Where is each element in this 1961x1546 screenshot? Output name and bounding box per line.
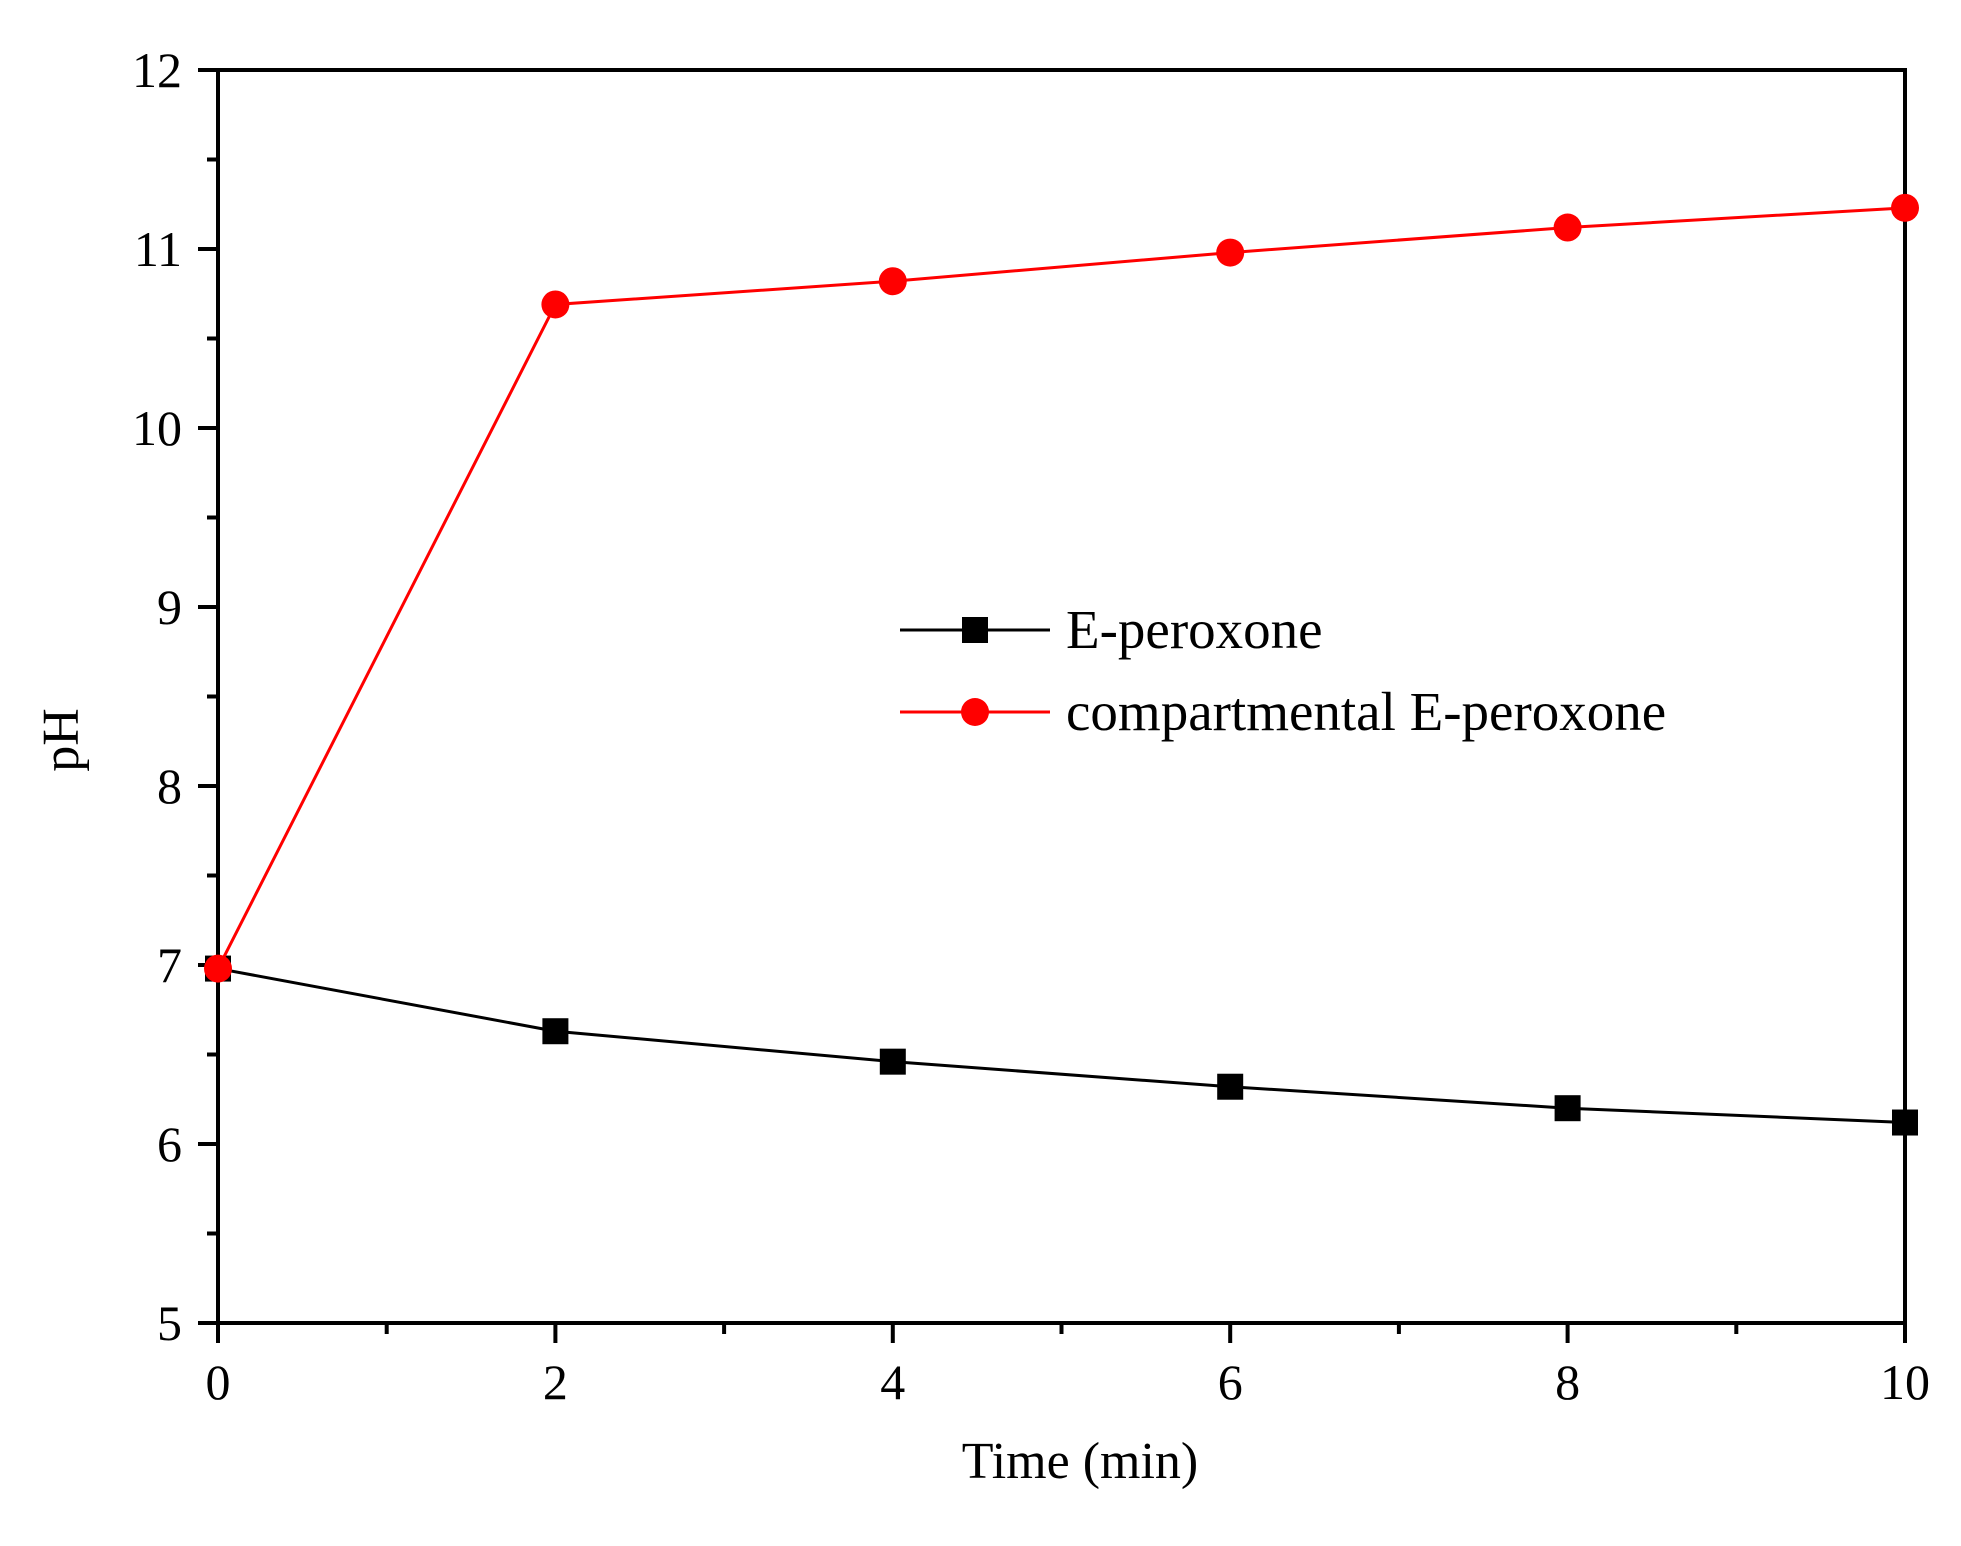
data-point-circle	[204, 954, 232, 983]
data-point-circle	[541, 290, 570, 319]
legend-item: compartmental E-peroxone	[900, 681, 1666, 742]
series-e-peroxone	[205, 955, 1918, 1136]
y-tick-label: 10	[132, 400, 182, 456]
legend-marker-circle	[961, 698, 989, 726]
y-tick-label: 7	[157, 937, 182, 993]
series-compartmental-e-peroxone	[204, 193, 1919, 983]
data-point-square	[1554, 1095, 1581, 1122]
legend-label: compartmental E-peroxone	[1066, 681, 1666, 742]
x-tick-label: 6	[1218, 1354, 1243, 1410]
legend-marker-square	[962, 617, 988, 643]
data-point-circle	[1216, 238, 1245, 267]
x-axis-label: Time (min)	[962, 1433, 1198, 1490]
series-line	[216, 206, 1906, 970]
data-point-square	[542, 1018, 569, 1045]
y-tick-label: 8	[157, 758, 182, 814]
legend-label: E-peroxone	[1066, 599, 1323, 660]
y-tick-label: 6	[157, 1116, 182, 1172]
x-tick-label: 0	[206, 1354, 231, 1410]
x-tick-label: 10	[1880, 1354, 1930, 1410]
x-tick-label: 8	[1555, 1354, 1580, 1410]
data-point-circle	[1553, 213, 1582, 242]
x-tick-label: 4	[880, 1354, 905, 1410]
y-axis-label: pH	[33, 708, 90, 772]
data-point-circle	[878, 267, 907, 296]
data-point-square	[879, 1048, 906, 1075]
legend-item: E-peroxone	[900, 599, 1323, 660]
y-tick-label: 11	[134, 221, 182, 277]
y-tick-label: 5	[157, 1295, 182, 1351]
y-tick-label: 12	[132, 42, 182, 98]
y-tick-label: 9	[157, 579, 182, 635]
axes: 0 2 4 6 8 10 5 6 7 8 9 10 11 12	[132, 42, 1930, 1410]
series-line	[217, 967, 1906, 1125]
legend: E-peroxone compartmental E-peroxone	[900, 599, 1666, 742]
series-layer	[204, 193, 1919, 1136]
data-point-circle	[1891, 193, 1919, 222]
x-tick-label: 2	[543, 1354, 568, 1410]
data-point-square	[1217, 1073, 1244, 1100]
data-point-square	[1892, 1109, 1918, 1136]
